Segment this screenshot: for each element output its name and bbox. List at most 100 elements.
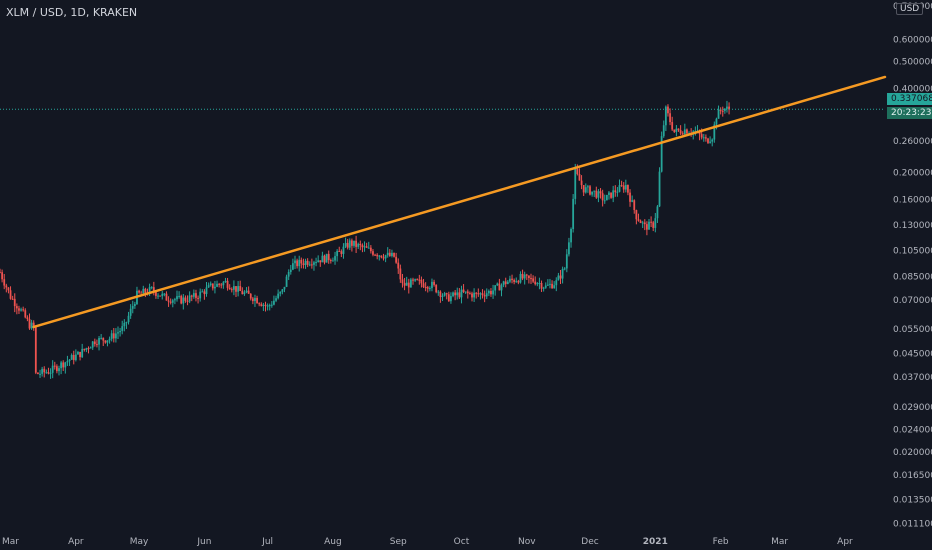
candle-body bbox=[471, 293, 473, 298]
candle-body bbox=[407, 282, 410, 288]
candle-body bbox=[454, 292, 457, 296]
candle-body bbox=[589, 186, 591, 195]
candle-body bbox=[492, 290, 494, 295]
x-tick-label: Jun bbox=[196, 537, 211, 547]
candle-body bbox=[342, 246, 345, 254]
candle-body bbox=[163, 293, 166, 295]
candle-body bbox=[424, 287, 427, 289]
candle-body bbox=[262, 304, 265, 306]
candle-body bbox=[277, 293, 280, 299]
candle-body bbox=[521, 273, 524, 279]
x-tick-label: 2021 bbox=[643, 537, 668, 547]
y-tick-label: 0.020000 bbox=[893, 448, 932, 458]
candle-body bbox=[45, 372, 48, 374]
candle-body bbox=[340, 251, 343, 254]
candle-body bbox=[633, 200, 636, 211]
candle-body bbox=[222, 282, 225, 286]
candle-body bbox=[443, 293, 446, 296]
candle-body bbox=[332, 260, 334, 262]
candle-body bbox=[127, 315, 130, 323]
y-tick-label: 0.011100 bbox=[893, 519, 932, 529]
candle-body bbox=[704, 137, 707, 139]
candle-body bbox=[557, 275, 560, 281]
candle-body bbox=[542, 287, 545, 289]
candle-body bbox=[98, 338, 100, 345]
candle-body bbox=[203, 291, 206, 295]
candle-body bbox=[74, 354, 77, 361]
candle-body bbox=[372, 251, 374, 255]
candle-body bbox=[243, 292, 246, 295]
candle-body bbox=[55, 366, 58, 372]
y-tick-label: 0.024000 bbox=[893, 426, 932, 436]
candle-body bbox=[420, 279, 423, 284]
candle-body bbox=[654, 218, 657, 228]
price-axis[interactable]: 0.7900000.6000000.5000000.4000000.260000… bbox=[893, 2, 932, 529]
candle-body bbox=[336, 250, 339, 257]
y-tick-label: 0.055000 bbox=[893, 325, 932, 335]
candle-body bbox=[273, 300, 275, 305]
candle-body bbox=[576, 168, 579, 175]
candle-body bbox=[475, 292, 478, 294]
candle-body bbox=[534, 281, 537, 285]
candle-body bbox=[650, 221, 653, 223]
candle-body bbox=[717, 109, 720, 119]
time-axis[interactable]: Mar Apr May Jun Jul Aug Sep Oct Nov Dec 2021 Feb Mar… bbox=[2, 537, 853, 547]
candle-body bbox=[601, 193, 604, 201]
candle-body bbox=[28, 319, 31, 329]
y-tick-label: 0.016500 bbox=[893, 471, 932, 481]
candle-body bbox=[532, 278, 535, 282]
candle-body bbox=[473, 292, 476, 298]
candle-body bbox=[205, 287, 208, 295]
candle-body bbox=[79, 351, 81, 358]
candle-body bbox=[110, 333, 113, 339]
candle-body bbox=[308, 264, 311, 266]
candle-body bbox=[47, 372, 50, 374]
y-tick-label: 0.037000 bbox=[893, 373, 932, 383]
currency-unit-badge[interactable]: USD bbox=[896, 3, 924, 15]
candle-body bbox=[506, 281, 509, 285]
candle-body bbox=[131, 306, 134, 309]
candle-body bbox=[540, 283, 543, 289]
candle-body bbox=[405, 282, 408, 286]
candle-body bbox=[683, 129, 686, 135]
candle-body bbox=[511, 278, 513, 280]
candle-body bbox=[452, 292, 454, 297]
candle-body bbox=[1, 272, 4, 280]
candle-body bbox=[675, 128, 678, 132]
candle-body bbox=[112, 333, 115, 339]
candle-body bbox=[171, 300, 174, 303]
candle-body bbox=[260, 304, 263, 306]
candle-body bbox=[667, 106, 669, 114]
candle-body bbox=[519, 273, 522, 283]
candle-body bbox=[401, 279, 404, 284]
candle-body bbox=[291, 263, 294, 270]
candle-body bbox=[363, 246, 366, 248]
candle-body bbox=[232, 286, 235, 290]
candle-body bbox=[591, 191, 594, 195]
candle-body bbox=[393, 252, 395, 257]
candle-body bbox=[359, 243, 362, 246]
candle-body bbox=[456, 292, 459, 296]
candle-body bbox=[645, 224, 648, 230]
candle-body bbox=[254, 297, 256, 302]
candle-body bbox=[20, 309, 22, 311]
candle-body bbox=[114, 333, 117, 339]
candle-body bbox=[125, 322, 128, 324]
candle-body bbox=[176, 296, 178, 300]
y-tick-label: 0.085000 bbox=[893, 272, 932, 282]
trendline[interactable] bbox=[32, 75, 887, 329]
candle-body bbox=[431, 281, 433, 289]
candle-body bbox=[18, 308, 20, 311]
candle-body bbox=[549, 283, 551, 285]
candle-body bbox=[422, 283, 425, 288]
candle-body bbox=[502, 281, 505, 286]
candle-body bbox=[481, 293, 484, 296]
candle-body bbox=[639, 220, 642, 224]
candle-body bbox=[123, 322, 126, 327]
candle-body bbox=[498, 283, 501, 291]
candle-body bbox=[241, 290, 244, 295]
candle-body bbox=[37, 372, 39, 374]
candle-body bbox=[616, 191, 619, 193]
candle-body bbox=[612, 190, 615, 198]
